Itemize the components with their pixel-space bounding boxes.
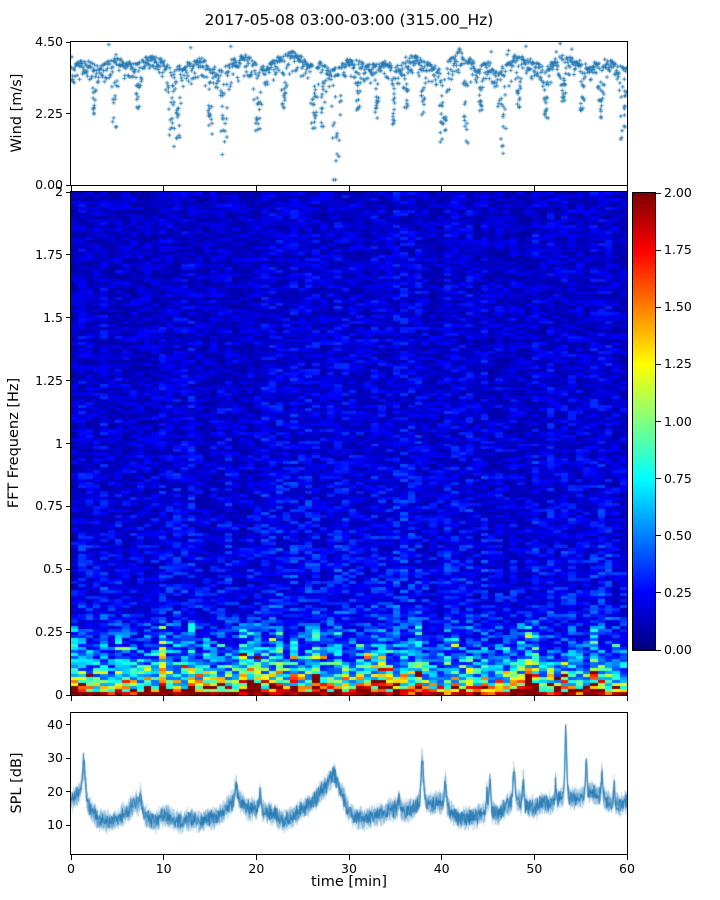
spl-ytick-mark (66, 791, 71, 793)
wind-xtick-mark (533, 186, 535, 191)
colorbar-tick-label: 2.00 (664, 184, 692, 200)
spectrogram-ytick-label: 1.5 (43, 309, 63, 325)
spectrogram-ytick-label: 1 (55, 435, 63, 451)
spl-xtick-mark (163, 855, 165, 860)
colorbar-tick-mark (656, 192, 661, 194)
spl-ytick-label: 30 (47, 750, 63, 766)
spectrogram-ylabel: FFT Frequenz [Hz] (6, 377, 22, 509)
colorbar-tick-mark (656, 649, 661, 651)
figure-title: 2017-05-08 03:00-03:00 (315.00_Hz) (204, 11, 494, 29)
spl-xtick-label: 60 (619, 861, 635, 876)
spectrogram-ytick-mark (66, 380, 71, 382)
colorbar-tick-mark (656, 592, 661, 594)
colorbar (632, 192, 656, 651)
spl-ytick-label: 10 (47, 817, 63, 833)
colorbar-tick-label: 1.00 (664, 413, 692, 429)
colorbar-tick-label: 0.00 (664, 641, 692, 657)
colorbar-tick-mark (656, 306, 661, 308)
spl-xtick-mark (70, 855, 72, 860)
spectrogram-xtick-mark (626, 696, 628, 701)
spl-xtick-label: 30 (341, 861, 357, 876)
spl-xtick-mark (348, 855, 350, 860)
spectrogram-ytick-mark (66, 631, 71, 633)
spl-ytick-mark (66, 824, 71, 826)
wind-xtick-mark (348, 186, 350, 191)
colorbar-tick-label: 0.75 (664, 470, 692, 486)
wind-xtick-mark (163, 186, 165, 191)
spl-xtick-label: 40 (433, 861, 450, 876)
spl-ytick-label: 20 (47, 783, 63, 799)
colorbar-tick-mark (656, 421, 661, 422)
spl-line-panel (70, 712, 628, 855)
spl-line-canvas (71, 713, 627, 854)
spectrogram-ytick-label: 2 (55, 183, 63, 199)
spectrogram-canvas (71, 192, 627, 695)
wind-xtick-mark (626, 186, 628, 191)
colorbar-gradient (633, 193, 655, 650)
colorbar-tick-label: 1.75 (664, 241, 692, 257)
spl-xtick-label: 20 (248, 861, 265, 876)
spectrogram-ytick-label: 0 (55, 686, 63, 702)
spectrogram-ytick-mark (66, 694, 71, 696)
spectrogram-ytick-mark (66, 191, 71, 193)
spectrogram-ytick-mark (66, 505, 71, 507)
spectrogram-ytick-label: 1.75 (35, 246, 63, 262)
spectrogram-xtick-mark (441, 696, 443, 701)
spectrogram-ytick-label: 0.75 (35, 498, 63, 514)
colorbar-tick-mark (656, 535, 661, 537)
wind-ylabel: Wind [m/s] (9, 73, 25, 153)
spectrogram-ytick-mark (66, 317, 71, 319)
spectrogram-xtick-mark (70, 696, 72, 701)
spl-ylabel: SPL [dB] (9, 752, 25, 814)
spl-xtick-label: 0 (67, 861, 75, 876)
spectrogram-ytick-label: 0.5 (43, 561, 63, 576)
wind-ytick-mark (66, 184, 71, 186)
spectrogram-xtick-mark (533, 696, 535, 701)
spl-xtick-mark (255, 855, 257, 860)
colorbar-tick-label: 0.25 (664, 584, 692, 600)
wind-scatter-panel (70, 41, 628, 186)
wind-ytick-label: 0.00 (35, 176, 63, 192)
wind-ytick-mark (66, 113, 71, 114)
spl-ytick-mark (66, 757, 71, 759)
spectrogram-xtick-mark (255, 696, 257, 701)
wind-xtick-mark (70, 186, 72, 191)
spectrogram-ytick-mark (66, 254, 71, 256)
spl-xtick-mark (441, 855, 443, 860)
wind-ytick-label: 2.25 (35, 105, 63, 121)
colorbar-tick-label: 1.25 (664, 356, 692, 372)
wind-ytick-label: 4.50 (35, 33, 63, 49)
colorbar-tick-mark (656, 478, 661, 480)
spectrogram-ytick-label: 0.25 (35, 623, 63, 639)
time-xlabel: time [min] (310, 874, 388, 890)
spl-ytick-label: 40 (47, 716, 63, 732)
spl-xtick-label: 50 (526, 861, 543, 876)
spectrogram-panel (70, 191, 628, 696)
spectrogram-ytick-label: 1.25 (35, 372, 63, 388)
spectrogram-xtick-mark (163, 696, 165, 701)
colorbar-tick-mark (656, 363, 661, 365)
spl-xtick-mark (626, 855, 628, 860)
wind-scatter-canvas (71, 42, 627, 185)
wind-xtick-mark (255, 186, 257, 191)
wind-ytick-mark (66, 41, 71, 43)
spectrogram-ytick-mark (66, 443, 71, 444)
colorbar-tick-label: 0.50 (664, 527, 692, 543)
colorbar-tick-label: 1.50 (664, 299, 692, 314)
spl-xtick-label: 10 (155, 861, 172, 876)
wind-xtick-mark (441, 186, 443, 191)
spectrogram-xtick-mark (348, 696, 350, 701)
spectrogram-ytick-mark (66, 568, 71, 570)
spl-xtick-mark (533, 855, 535, 860)
colorbar-tick-mark (656, 249, 661, 251)
spl-ytick-mark (66, 724, 71, 726)
